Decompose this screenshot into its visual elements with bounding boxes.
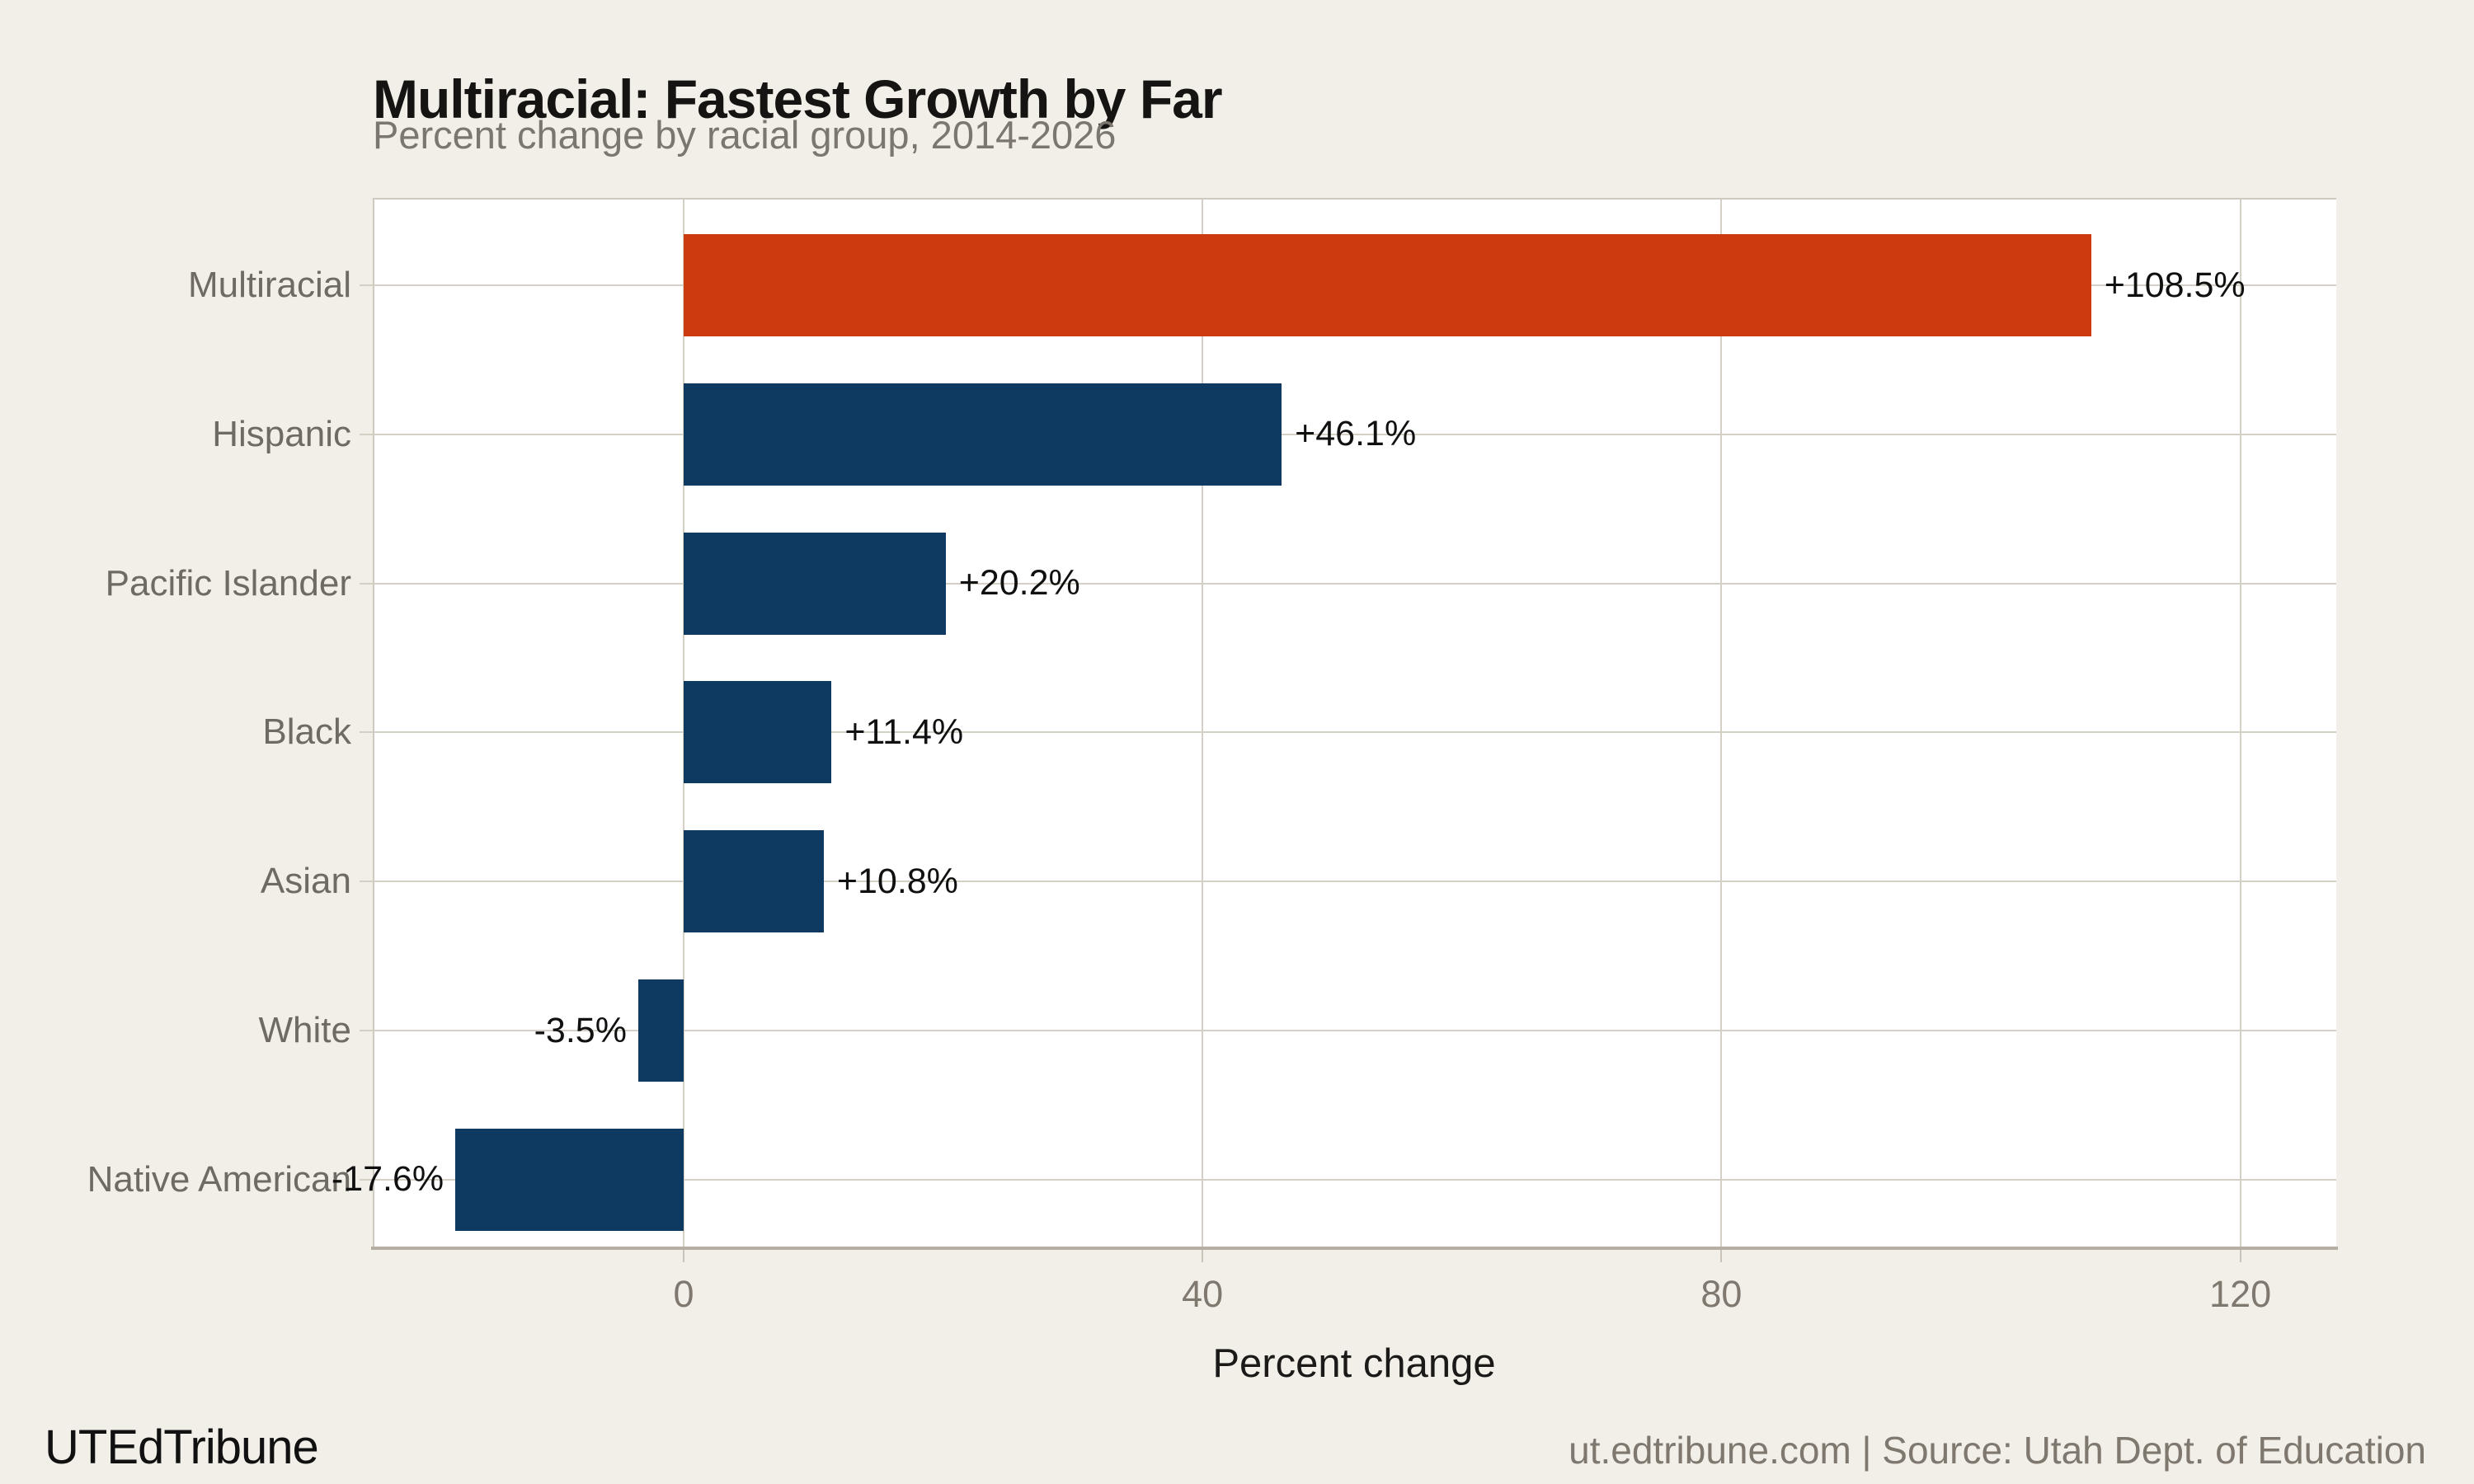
bar bbox=[684, 383, 1282, 486]
y-axis-tick bbox=[360, 881, 373, 883]
bar bbox=[684, 830, 824, 933]
gridline-horizontal bbox=[373, 1178, 2336, 1181]
y-axis-tick bbox=[360, 433, 373, 435]
bar bbox=[637, 979, 684, 1082]
gridline-vertical bbox=[1720, 200, 1723, 1247]
x-axis-title: Percent change bbox=[1212, 1341, 1496, 1386]
category-label: Black bbox=[262, 711, 351, 753]
value-label: +11.4% bbox=[844, 711, 964, 752]
gridline-vertical bbox=[2239, 200, 2241, 1247]
gridline-vertical bbox=[1202, 200, 1204, 1247]
y-axis-tick bbox=[360, 284, 373, 286]
footer-source: ut.edtribune.com | Source: Utah Dept. of… bbox=[1569, 1429, 2426, 1472]
value-label: +46.1% bbox=[1295, 414, 1417, 454]
x-axis-line bbox=[371, 1247, 2338, 1250]
panel-border-left bbox=[373, 198, 374, 1250]
x-tick-label: 40 bbox=[1182, 1273, 1224, 1315]
category-label: White bbox=[258, 1010, 351, 1051]
gridline-horizontal bbox=[373, 881, 2336, 883]
plot-panel bbox=[373, 198, 2336, 1250]
category-label: Native American bbox=[87, 1158, 351, 1200]
bar bbox=[684, 234, 2091, 336]
x-tick-label: 120 bbox=[2209, 1273, 2272, 1315]
value-label: -17.6% bbox=[331, 1159, 444, 1200]
bar bbox=[684, 681, 832, 784]
category-label: Multiracial bbox=[187, 265, 351, 305]
x-axis-tick bbox=[1720, 1250, 1723, 1262]
x-tick-label: 0 bbox=[673, 1273, 694, 1315]
y-axis-tick bbox=[360, 1030, 373, 1032]
gridline-horizontal bbox=[373, 1030, 2336, 1032]
value-label: -3.5% bbox=[534, 1010, 627, 1050]
bar bbox=[684, 532, 946, 635]
bar bbox=[455, 1128, 684, 1231]
footer-brand: UTEdTribune bbox=[45, 1421, 319, 1474]
y-axis-tick bbox=[360, 582, 373, 585]
chart-subtitle: Percent change by racial group, 2014-202… bbox=[373, 113, 1117, 157]
gridline-horizontal bbox=[373, 433, 2336, 435]
gridline-horizontal bbox=[373, 582, 2336, 585]
x-axis-tick bbox=[683, 1250, 684, 1262]
value-label: +20.2% bbox=[958, 563, 1080, 603]
category-label: Hispanic bbox=[212, 413, 351, 454]
x-tick-label: 80 bbox=[1700, 1273, 1743, 1315]
gridline-horizontal bbox=[373, 731, 2336, 734]
x-axis-tick bbox=[2239, 1250, 2241, 1262]
chart-title: Multiracial: Fastest Growth by Far bbox=[373, 68, 1223, 130]
value-label: +10.8% bbox=[836, 861, 958, 901]
y-axis-tick bbox=[360, 1178, 373, 1181]
y-axis-tick bbox=[360, 731, 373, 734]
value-label: +108.5% bbox=[2104, 265, 2246, 305]
x-axis-tick bbox=[1202, 1250, 1204, 1262]
panel-border-top bbox=[373, 198, 2336, 200]
category-label: Asian bbox=[260, 861, 351, 902]
category-label: Pacific Islander bbox=[105, 562, 351, 603]
